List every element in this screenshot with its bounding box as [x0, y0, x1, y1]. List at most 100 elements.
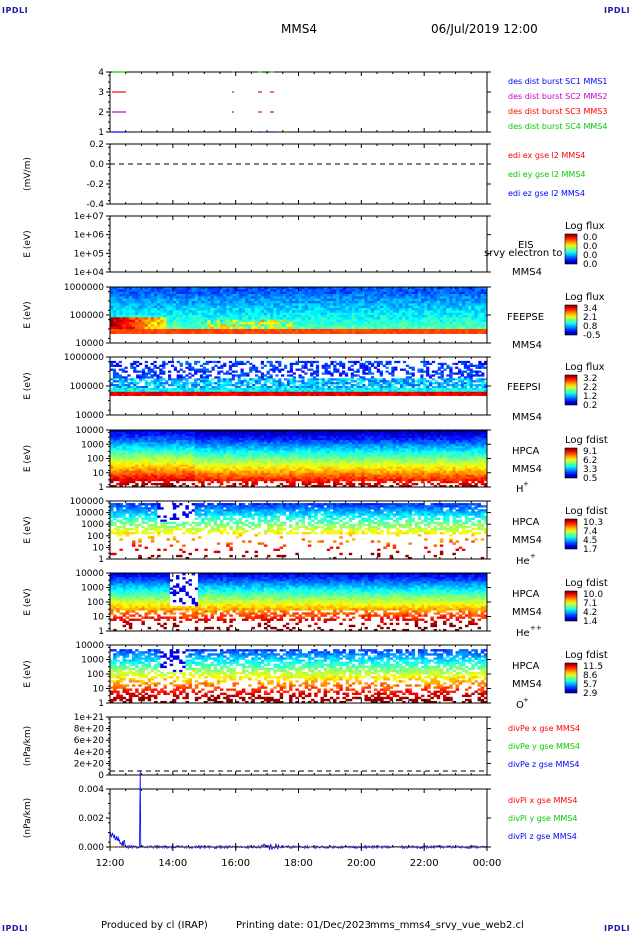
y-tick-label: 0.2	[90, 140, 104, 150]
y-tick-label: 100	[87, 455, 104, 465]
y-axis-label: E (eV)	[23, 660, 33, 687]
y-tick-label: 10000	[75, 509, 104, 519]
colorbar-tick-label: 9.1	[583, 447, 597, 457]
legend-entry: divPe z gse MMS4	[508, 760, 579, 769]
y-tick-label: 3	[98, 88, 104, 98]
colorbar-title: Log flux	[565, 221, 605, 232]
side-label: HPCA	[512, 589, 540, 600]
colorbar-tick-label: 2.2	[583, 383, 597, 393]
y-tick-label: 0	[98, 771, 104, 781]
y-tick-label: 1e+06	[74, 231, 105, 241]
species-label: He	[516, 628, 530, 639]
panel-frame-divpe	[109, 716, 488, 776]
legend-entry: divPi z gse MMS4	[508, 832, 577, 841]
colorbar-tick-label: 2.9	[583, 689, 598, 699]
y-tick-label: 1000000	[64, 283, 104, 293]
legend-entry: divPe y gse MMS4	[508, 742, 580, 751]
y-axis-label: E (eV)	[23, 372, 33, 399]
species-label: He	[516, 556, 530, 567]
side-label: srvy electron to	[484, 248, 562, 259]
y-axis-label: E (eV)	[23, 445, 33, 472]
y-axis-label: (nPa/km)	[23, 798, 33, 838]
colorbar-tick-label: 3.4	[583, 304, 598, 314]
side-label: HPCA	[512, 517, 540, 528]
colorbar-tick-label: -0.5	[583, 331, 601, 341]
y-tick-label: 6e+20	[74, 736, 105, 746]
colorbar-tick-label: 1.4	[583, 617, 598, 627]
colorbar-tick-label: 11.5	[583, 662, 603, 672]
y-tick-label: 10	[93, 613, 105, 623]
y-tick-label: 1000000	[64, 353, 104, 363]
heatmap-hpca_hepp	[110, 573, 488, 632]
y-tick-label: 1000	[81, 584, 104, 594]
y-tick-label: 2	[98, 108, 104, 118]
colorbar-tick-label: 8.6	[583, 671, 598, 681]
y-tick-label: 0.004	[78, 785, 104, 795]
colorbar	[564, 447, 578, 479]
colorbar-tick-label: 0.0	[583, 242, 598, 252]
colorbar-tick-label: 6.2	[583, 456, 597, 466]
side-label: MMS4	[512, 340, 542, 351]
colorbar-tick-label: 4.2	[583, 608, 597, 618]
y-tick-label: 10000	[75, 339, 104, 349]
y-tick-label: 1000	[81, 656, 104, 666]
species-charge: +	[523, 696, 529, 704]
colorbar-tick-label: 3.2	[583, 374, 597, 384]
y-tick-label: 1	[98, 699, 104, 709]
y-tick-label: 4	[98, 68, 104, 78]
y-tick-label: 1	[98, 128, 104, 138]
y-tick-label: 1000	[81, 440, 104, 450]
corner-label-top-right: IPDLI	[604, 6, 630, 15]
panel-frame-eis	[109, 215, 488, 273]
y-tick-label: 100000	[70, 311, 105, 321]
y-tick-label: 1e+04	[74, 268, 105, 278]
y-tick-label: 10000	[75, 569, 104, 579]
y-tick-label: 1	[98, 483, 104, 493]
colorbar-tick-label: 0.0	[583, 251, 598, 261]
side-label: FEEPSI	[507, 382, 541, 393]
spacecraft-title: MMS4	[281, 22, 317, 36]
legend-entry: edi ex gse l2 MMS4	[508, 151, 585, 160]
y-tick-label: 4e+20	[74, 748, 105, 758]
colorbar-title: Log flux	[565, 292, 605, 303]
colorbar-tick-label: 0.5	[583, 474, 597, 484]
side-label: EIS	[518, 240, 534, 251]
colorbar	[564, 374, 578, 406]
corner-label-top-left: IPDLI	[2, 6, 29, 15]
colorbar-tick-label: 0.8	[583, 322, 598, 332]
colorbar-title: Log flux	[565, 362, 605, 373]
y-tick-label: 1e+21	[74, 713, 104, 723]
colorbar-tick-label: 2.1	[583, 313, 597, 323]
colorbar-tick-label: 0.0	[583, 260, 598, 270]
side-label: HPCA	[512, 446, 540, 457]
y-tick-label: 10	[93, 543, 105, 553]
heatmap-feepse	[110, 287, 488, 334]
legend-entry: edi ey gse l2 MMS4	[508, 170, 586, 179]
y-tick-label: 100	[87, 670, 104, 680]
y-axis-label: E (eV)	[23, 301, 33, 328]
y-axis-label: E (eV)	[23, 516, 33, 543]
y-tick-label: 0.0	[90, 160, 105, 170]
colorbar-tick-label: 1.7	[583, 545, 597, 555]
panel-frame-edi	[109, 143, 488, 205]
side-label: FEEPSE	[507, 312, 544, 323]
legend-entry: des dist burst SC1 MMS1	[508, 77, 607, 86]
y-tick-label: 10	[93, 685, 105, 695]
y-tick-label: 1000	[81, 520, 104, 530]
y-tick-label: 1	[98, 555, 104, 565]
species-charge: ++	[530, 624, 542, 632]
colorbar	[564, 662, 578, 694]
y-tick-label: 100000	[70, 382, 105, 392]
y-axis-label: E (eV)	[23, 588, 33, 615]
legend-entry: des dist burst SC2 MMS2	[508, 92, 607, 101]
datetime-title: 06/Jul/2019 12:00	[431, 22, 538, 36]
y-tick-label: -0.4	[86, 200, 104, 210]
side-label: MMS4	[512, 607, 542, 618]
y-tick-label: 0.002	[78, 814, 104, 824]
colorbar-tick-label: 7.1	[583, 599, 597, 609]
x-tick-label: 00:00	[473, 858, 502, 869]
footer-produced: Produced by cl (IRAP)	[101, 920, 208, 931]
y-tick-label: 8e+20	[74, 725, 105, 735]
legend-entry: des dist burst SC3 MMS3	[508, 107, 607, 116]
x-tick-label: 20:00	[347, 858, 376, 869]
